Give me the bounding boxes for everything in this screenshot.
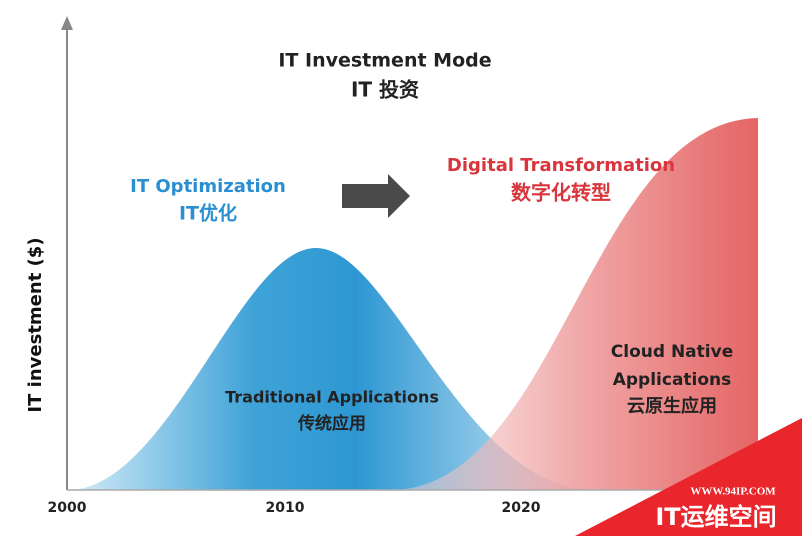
- traditional-label-zh: 传统应用: [297, 413, 366, 434]
- watermark-name: IT运维空间: [655, 503, 776, 531]
- left-heading-zh: IT优化: [179, 202, 237, 225]
- cloud-label: Cloud Native: [611, 342, 733, 362]
- right-heading: Digital Transformation: [447, 155, 675, 176]
- traditional-label: Traditional Applications: [225, 388, 439, 407]
- y-axis-label: IT investment ($): [25, 237, 46, 412]
- cloud-native-curve: [395, 118, 758, 490]
- left-heading: IT Optimization: [130, 176, 286, 197]
- cloud-label-zh: 云原生应用: [627, 395, 717, 417]
- title: IT Investment Mode: [278, 50, 491, 72]
- watermark-url: WWW.94IP.COM: [690, 486, 776, 498]
- title-zh: IT 投资: [351, 78, 419, 102]
- transition-arrow: [342, 174, 410, 218]
- x-label: 2000: [48, 500, 87, 516]
- right-heading-zh: 数字化转型: [511, 181, 611, 205]
- cloud-label: Applications: [613, 370, 732, 390]
- x-label: 2010: [266, 500, 305, 516]
- watermark-bg: [575, 418, 802, 536]
- y-axis-arrow: [61, 16, 73, 30]
- x-label: 2020: [502, 500, 541, 516]
- traditional-curve: [70, 247, 590, 490]
